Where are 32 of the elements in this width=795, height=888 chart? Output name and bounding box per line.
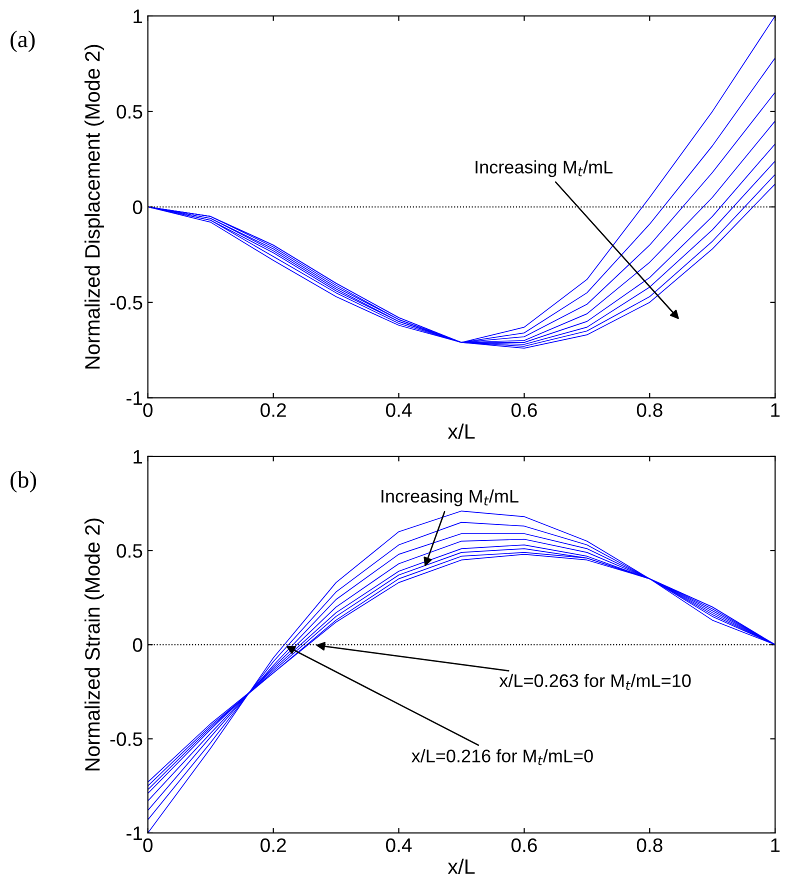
y-tick-label: 1 [134, 450, 142, 464]
y-tick-label: 0.5 [116, 544, 142, 558]
x-tick-label: 1 [771, 403, 780, 417]
x-tick-label: 0.8 [636, 838, 662, 852]
x-axis-title: x/L [448, 858, 475, 874]
annotation: Increasing M$_{t}$/mL [476, 160, 613, 178]
y-tick-label: 0 [132, 638, 142, 652]
y-tick-label: -1 [126, 826, 142, 840]
x-tick-label: 0.2 [260, 403, 286, 417]
y-tick-label: -1 [126, 391, 142, 405]
annotation: x/L=0.263 for M$_{t}$/mL=10 [499, 674, 691, 690]
y-axis-title: Normalized Displacement (Mode 2) [84, 44, 104, 368]
x-tick-label: 0.6 [511, 838, 537, 852]
x-tick-label: 0 [143, 838, 153, 852]
annotation: Increasing M$_{t}$/mL [382, 489, 518, 506]
annotation: x/L=0.216 for M$_{t}$/mL=0 [412, 749, 593, 766]
x-tick-label: 0 [143, 403, 153, 417]
y-tick-label: 0 [132, 200, 142, 214]
y-tick-label: -0.5 [110, 732, 142, 746]
x-tick-label: 1 [771, 838, 780, 852]
x-tick-label: 0.4 [386, 838, 412, 852]
x-tick-label: 0.4 [386, 403, 412, 417]
x-axis-title: x/L [448, 424, 475, 439]
x-tick-label: 0.8 [636, 403, 662, 417]
y-tick-label: -0.5 [110, 296, 142, 310]
y-tick-label: 1 [134, 10, 142, 24]
y-axis-title: Normalized Strain (Mode 2) [84, 518, 104, 770]
text: (b) [10, 471, 36, 493]
x-tick-label: 0.2 [260, 838, 286, 852]
text: (a) [10, 30, 35, 52]
x-tick-label: 0.6 [511, 403, 537, 417]
y-tick-label: 0.5 [116, 104, 142, 119]
